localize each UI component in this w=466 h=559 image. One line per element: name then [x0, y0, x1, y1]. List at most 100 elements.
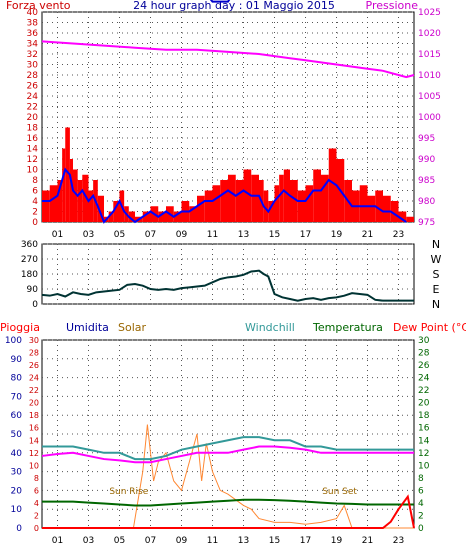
gust-bar — [390, 201, 399, 222]
gust-bar — [328, 148, 337, 222]
y-tick-label-temperature: 10 — [418, 461, 430, 471]
y-tick-label-humidity: 40 — [11, 449, 23, 459]
gust-bar — [62, 148, 66, 222]
gust-bar — [398, 211, 407, 222]
y-tick-label-humidity: 70 — [11, 392, 23, 402]
legend-item: Solar — [118, 321, 147, 334]
gust-bar — [204, 190, 213, 222]
y-tick-label-left: 12 — [27, 155, 38, 165]
x-tick-label: 03 — [83, 230, 94, 240]
x-tick-label: 15 — [269, 536, 280, 546]
gust-bar — [375, 190, 383, 222]
y-tick-label-temperature: 18 — [418, 411, 430, 421]
y-tick-label-rain: 4 — [34, 499, 39, 508]
gust-bar — [108, 211, 114, 222]
gust-bar — [57, 180, 63, 222]
series-wind-direction — [41, 269, 414, 302]
x-tick-label: 05 — [114, 230, 125, 240]
y-tick-label-humidity: 20 — [11, 486, 23, 496]
annotation-sunrise: Sun Rise — [109, 487, 148, 497]
y-tick-label-left: 4 — [32, 197, 38, 207]
compass-label: W — [431, 253, 442, 266]
gust-bar — [283, 169, 290, 222]
gust-bar — [128, 211, 135, 222]
y-tick-label-rain: 0 — [34, 524, 39, 533]
x-tick-label: 17 — [300, 230, 311, 240]
x-tick-label: 09 — [176, 230, 188, 240]
y-tick-label-temperature: 16 — [418, 424, 430, 434]
x-tick-label: 19 — [331, 230, 343, 240]
gust-bar — [49, 185, 58, 222]
y-tick-label-temperature: 12 — [418, 449, 429, 459]
legend-item: Pioggia — [0, 321, 40, 334]
gust-bar — [305, 185, 314, 222]
y-tick-label-direction: 180 — [21, 270, 38, 280]
y-tick-label-right: 1020 — [418, 29, 441, 39]
y-tick-label-left: 36 — [27, 29, 39, 39]
y-tick-label-rain: 14 — [29, 436, 39, 445]
gust-bar — [158, 211, 166, 222]
x-tick-label: 05 — [114, 536, 125, 546]
gust-bar — [142, 211, 151, 222]
chart-title: 24 hour graph day : 01 Maggio 2015 — [133, 0, 335, 12]
gust-bar — [173, 211, 182, 222]
gust-bar — [297, 190, 306, 222]
x-tick-label: 19 — [331, 536, 343, 546]
gust-bar — [268, 201, 275, 222]
x-tick-label: 01 — [52, 230, 63, 240]
y-tick-label-left: 24 — [27, 92, 39, 102]
y-tick-label-left: 18 — [27, 124, 39, 134]
y-tick-label-humidity: 100 — [5, 336, 22, 346]
y-tick-label-left: 0 — [32, 218, 38, 228]
series-windchill — [42, 436, 414, 461]
y-tick-label-temperature: 30 — [418, 336, 430, 346]
y-tick-label-rain: 26 — [29, 361, 39, 370]
y-tick-label-left: 10 — [27, 166, 39, 176]
y-tick-label-rain: 6 — [34, 486, 39, 495]
y-tick-label-temperature: 24 — [418, 374, 430, 384]
y-tick-label-rain: 2 — [34, 511, 39, 520]
gust-bar — [263, 190, 269, 222]
series-humidity — [42, 498, 414, 507]
y-tick-label-humidity: 80 — [11, 374, 23, 384]
y-tick-label-temperature: 2 — [418, 511, 424, 521]
gust-bar — [321, 174, 329, 222]
gust-bar — [113, 201, 120, 222]
y-tick-label-humidity: 30 — [11, 468, 23, 478]
compass-label: N — [432, 298, 440, 311]
gust-bar — [73, 169, 78, 222]
gust-bar — [189, 206, 197, 222]
y-tick-label-humidity: 10 — [11, 505, 23, 515]
y-tick-label-left: 30 — [27, 61, 39, 71]
y-tick-label-rain: 16 — [29, 424, 39, 433]
compass-label: E — [433, 283, 440, 296]
gust-bar — [97, 195, 104, 222]
series-pressure — [41, 40, 415, 79]
series-solar — [42, 424, 414, 529]
gust-bar — [243, 169, 252, 222]
y-tick-label-left: 28 — [27, 71, 39, 81]
gust-bar — [69, 159, 73, 222]
y-tick-label-rain: 30 — [29, 336, 39, 345]
y-tick-label-right: 990 — [418, 155, 435, 165]
series-temperature — [209, 0, 231, 3]
y-tick-label-right: 985 — [418, 176, 435, 186]
x-tick-label: 15 — [269, 230, 280, 240]
y-tick-label-temperature: 14 — [418, 436, 430, 446]
gust-bar — [88, 190, 94, 222]
annotation-sunset: Sun Set — [322, 487, 357, 497]
compass-label: S — [433, 268, 440, 281]
gust-bar — [251, 174, 259, 222]
y-tick-label-humidity: 90 — [11, 355, 23, 365]
y-tick-label-right: 975 — [418, 218, 435, 228]
y-tick-label-left: 14 — [27, 145, 39, 155]
y-tick-label-rain: 28 — [29, 349, 39, 358]
y-tick-label-right: 1005 — [418, 92, 441, 102]
y-axis-label-right: Pressione — [366, 0, 419, 12]
x-tick-label: 07 — [145, 536, 156, 546]
x-tick-label: 07 — [145, 230, 156, 240]
y-tick-label-direction: 270 — [21, 255, 38, 265]
y-tick-label-rain: 8 — [34, 474, 39, 483]
series-dewpoint — [41, 445, 414, 464]
y-tick-label-left: 20 — [27, 113, 39, 123]
